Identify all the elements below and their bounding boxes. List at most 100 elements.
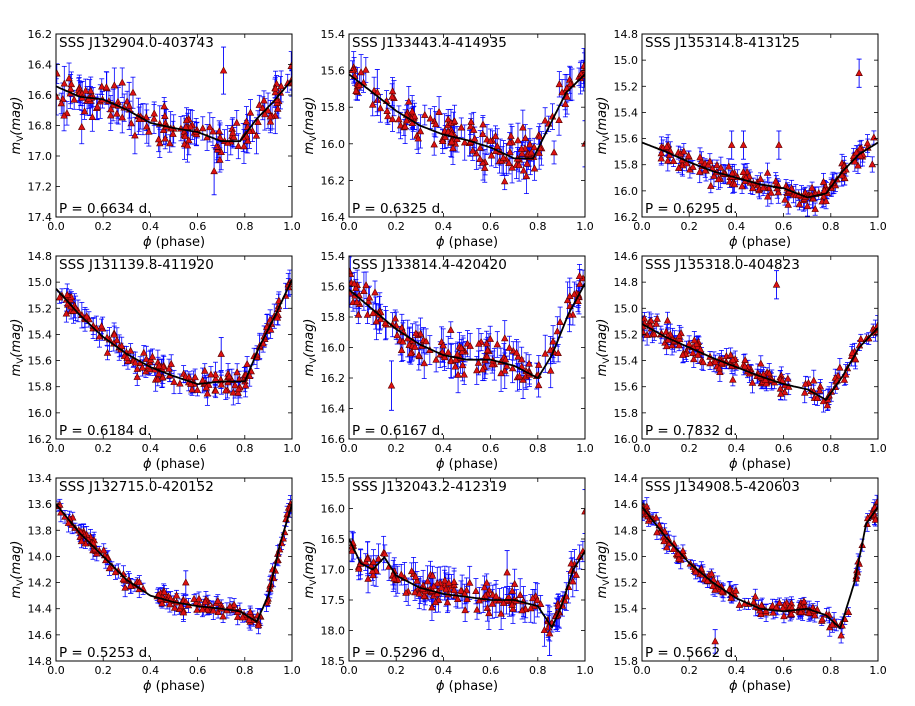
y-tick-label: 14.4 [28,603,53,616]
data-point [694,350,702,358]
y-tick-label: 14.8 [28,655,53,668]
data-point [650,330,658,338]
data-point [362,281,370,289]
data-point [508,364,517,372]
outlier-point [219,66,228,74]
outlier-point [727,140,736,148]
data-point [255,100,264,108]
data-point [160,587,169,595]
x-tick-label: 1.0 [283,220,301,233]
data-point [713,161,721,169]
data-point [657,154,666,162]
data-point [219,612,227,620]
data-point [145,127,153,135]
data-point [466,341,474,349]
data-point [126,581,135,589]
data-point [506,148,514,156]
x-tick-label: 0.6 [482,442,500,455]
data-point [422,337,430,345]
data-point [695,167,704,175]
axes-frame [641,255,879,440]
data-point [150,114,158,122]
y-tick-label: 15.6 [28,355,53,368]
data-point [105,564,114,572]
data-point [505,343,514,351]
data-point [784,200,792,208]
data-point [523,159,531,167]
data-point [201,366,209,374]
y-tick-label: 15.0 [28,276,53,289]
y-tick-label: 15.6 [321,281,346,294]
plot-area [642,58,878,217]
data-point [497,369,505,377]
period-label: P = 0.6167 d. [352,423,444,439]
data-point [466,122,475,130]
data-point [689,348,697,357]
data-point [271,88,280,96]
axes-frame [348,33,586,218]
data-point [203,389,212,397]
x-tick-label: 0.0 [47,442,65,455]
data-point [803,202,812,210]
x-tick-label: 0.4 [728,220,746,233]
data-point [431,120,440,128]
x-axis-label: ϕ (phase) [729,457,791,472]
data-point [179,608,188,616]
x-tick-label: 0.6 [189,220,207,233]
x-tick-label: 0.8 [236,442,254,455]
data-point [729,355,737,363]
data-point [107,105,115,113]
data-point [155,369,163,377]
data-point [450,117,459,125]
data-point [439,341,447,349]
data-point [563,92,571,100]
data-point [222,386,230,394]
period-label: P = 0.6184 d. [59,423,151,439]
data-point [505,138,514,146]
data-point [159,373,167,381]
light-curve-panel: 0.0 0.2 0.4 0.6 0.8 1.0 14.8 15.0 15.2 15.4 15.6 15… [595,28,887,250]
data-point [508,163,516,171]
data-point [169,129,177,137]
x-tick-label: 0.8 [236,220,254,233]
y-tick-label: 15.2 [28,302,53,315]
data-point [354,310,363,318]
data-point [273,104,282,112]
data-point [460,370,468,378]
data-point [493,340,502,348]
data-point [501,355,510,363]
data-point [711,357,720,365]
data-point [199,124,207,132]
y-tick-label: 13.4 [28,472,53,485]
data-point [246,108,255,116]
data-point [808,183,816,191]
data-point [271,84,280,92]
data-point [349,66,357,74]
y-tick-label: 14.2 [28,577,53,590]
data-point [275,296,283,304]
x-tick-label: 0.0 [340,442,358,455]
data-point [558,88,566,96]
model-fit-curve [642,141,878,199]
data-point [662,142,671,150]
model-fit-curve [56,279,292,385]
data-point [476,143,484,151]
y-tick-label: 15.0 [614,302,639,315]
y-tick-label: 16.4 [28,59,53,72]
period-label: P = 0.6634 d. [59,201,151,217]
data-point [206,123,214,131]
data-point [77,537,86,545]
data-point [155,361,163,369]
data-point [176,379,184,387]
data-point [56,69,61,77]
data-point [505,158,513,166]
data-point [726,350,735,358]
data-point [395,115,403,123]
x-tick-label: 1.0 [283,664,301,677]
data-point [246,607,254,615]
data-point [478,365,487,373]
data-point [191,373,199,381]
data-point [430,140,438,148]
data-point [444,348,452,356]
y-axis-label: mV(mag) [595,97,612,155]
